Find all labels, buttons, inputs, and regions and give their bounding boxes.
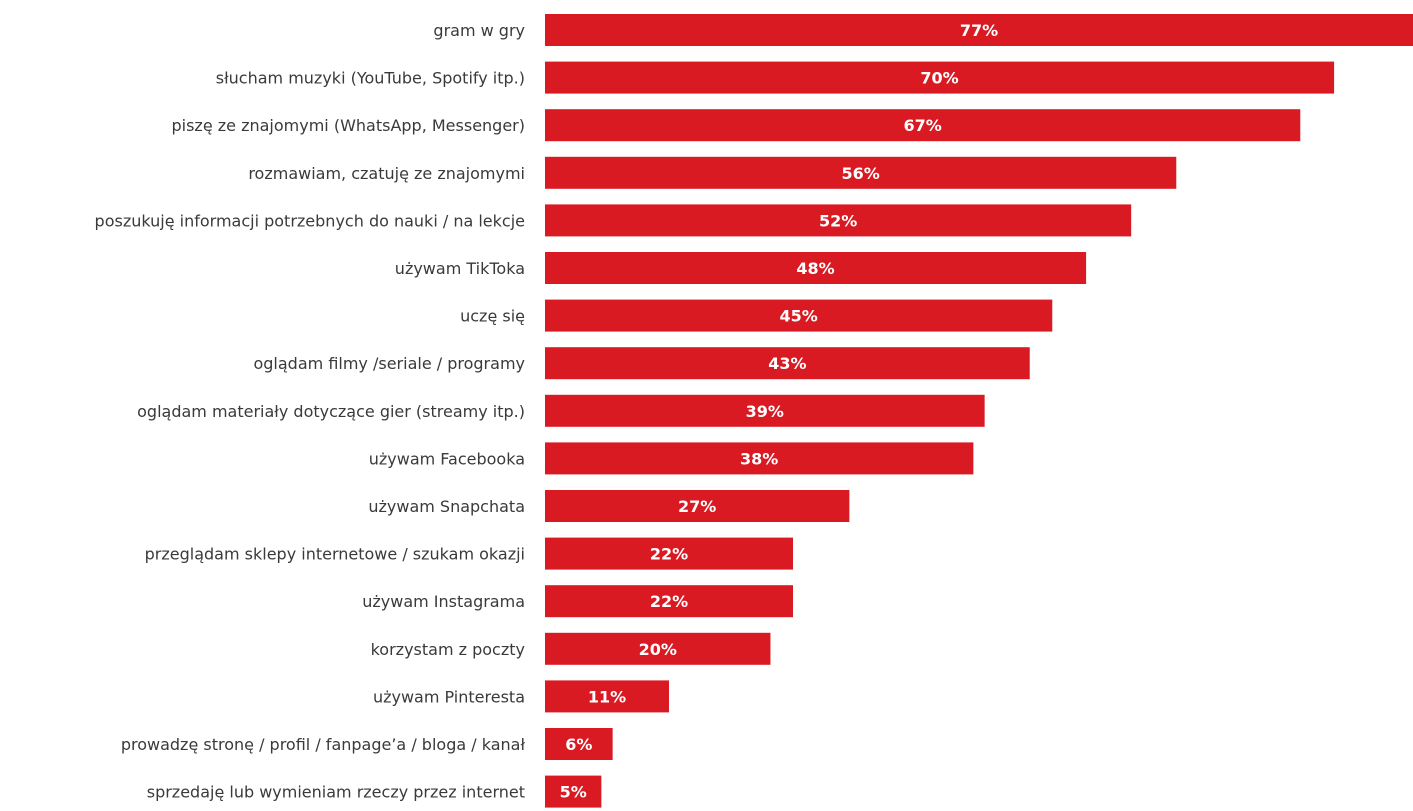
- category-label: słucham muzyki (YouTube, Spotify itp.): [216, 69, 525, 88]
- category-label: sprzedaję lub wymieniam rzeczy przez int…: [147, 783, 525, 802]
- category-label: prowadzę stronę / profil / fanpage’a / b…: [121, 735, 526, 754]
- value-label: 67%: [903, 116, 941, 135]
- category-label: gram w gry: [433, 21, 525, 40]
- category-label: oglądam materiały dotyczące gier (stream…: [137, 402, 525, 421]
- bar: [545, 252, 1087, 284]
- bar: [545, 537, 793, 570]
- bar-row: korzystam z poczty 20%: [371, 632, 771, 665]
- value-label: 56%: [841, 164, 879, 183]
- bar-row: oglądam filmy /seriale / programy 43%: [253, 347, 1030, 380]
- bar: [545, 61, 1335, 94]
- category-label: oglądam filmy /seriale / programy: [253, 354, 525, 373]
- bar: [545, 394, 985, 427]
- bar-row: sprzedaję lub wymieniam rzeczy przez int…: [147, 775, 602, 808]
- category-label: przeglądam sklepy internetowe / szukam o…: [145, 545, 525, 564]
- value-label: 22%: [650, 592, 688, 611]
- bar-row: używam Facebooka 38%: [369, 442, 974, 475]
- value-label: 45%: [779, 307, 817, 326]
- value-label: 70%: [920, 69, 958, 88]
- bar: [545, 347, 1030, 380]
- bar-row: uczę się 45%: [460, 299, 1053, 332]
- value-label: 52%: [819, 211, 857, 230]
- bar-row: używam TikToka 48%: [395, 252, 1087, 284]
- value-label: 48%: [796, 259, 834, 278]
- bar-row: oglądam materiały dotyczące gier (stream…: [137, 394, 985, 427]
- category-label: używam Facebooka: [369, 449, 525, 468]
- bar: [545, 490, 850, 522]
- bar-row: prowadzę stronę / profil / fanpage’a / b…: [121, 728, 613, 760]
- category-label: poszukuję informacji potrzebnych do nauk…: [95, 211, 525, 230]
- value-label: 43%: [768, 354, 806, 373]
- category-label: używam TikToka: [395, 259, 525, 278]
- category-label: uczę się: [460, 307, 525, 326]
- bar: [545, 632, 771, 665]
- bar-row: używam Snapchata 27%: [368, 490, 850, 522]
- category-label: piszę ze znajomymi (WhatsApp, Messenger): [171, 116, 525, 135]
- bar-row: używam Pinteresta 11%: [373, 680, 669, 713]
- value-label: 11%: [588, 687, 626, 706]
- bar: [545, 775, 602, 808]
- value-label: 20%: [639, 640, 677, 659]
- value-label: 39%: [746, 402, 784, 421]
- bar: [545, 156, 1177, 189]
- bar: [545, 728, 613, 760]
- bar: [545, 442, 974, 475]
- category-label: używam Snapchata: [368, 497, 525, 516]
- category-label: używam Instagrama: [362, 592, 525, 611]
- value-label: 5%: [560, 783, 587, 802]
- bar: [545, 585, 793, 618]
- value-label: 77%: [960, 21, 998, 40]
- bar: [545, 299, 1053, 332]
- value-label: 22%: [650, 545, 688, 564]
- bar-row: rozmawiam, czatuję ze znajomymi 56%: [248, 156, 1177, 189]
- bar-row: słucham muzyki (YouTube, Spotify itp.) 70…: [216, 61, 1335, 94]
- bar-row: gram w gry 77%: [433, 14, 1413, 46]
- bar-row: używam Instagrama 22%: [362, 585, 793, 618]
- bar-row: przeglądam sklepy internetowe / szukam o…: [145, 537, 793, 570]
- bar-row: piszę ze znajomymi (WhatsApp, Messenger)…: [171, 109, 1301, 142]
- bar: [545, 680, 669, 713]
- value-label: 27%: [678, 497, 716, 516]
- category-label: korzystam z poczty: [371, 640, 525, 659]
- category-label: używam Pinteresta: [373, 687, 525, 706]
- bar: [545, 14, 1413, 46]
- value-label: 38%: [740, 449, 778, 468]
- bar: [545, 204, 1132, 237]
- category-label: rozmawiam, czatuję ze znajomymi: [248, 164, 525, 183]
- bar-row: poszukuję informacji potrzebnych do nauk…: [95, 204, 1132, 237]
- value-label: 6%: [565, 735, 592, 754]
- bar: [545, 109, 1301, 142]
